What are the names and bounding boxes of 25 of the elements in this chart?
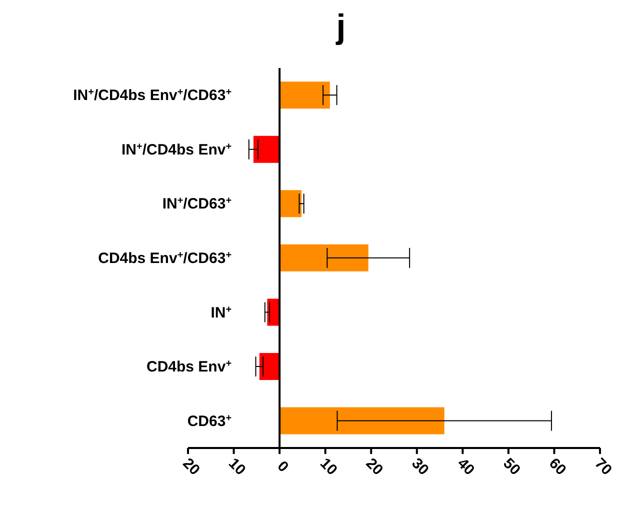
x-tick-label: 0 <box>274 458 292 476</box>
y-tick-label: IN$^{+}$ <box>210 304 232 322</box>
bar <box>280 407 444 434</box>
y-tick-label: CD63$^{+}$ <box>187 412 232 430</box>
chart-title: j <box>334 8 347 48</box>
x-tick-label: 20 <box>362 454 386 479</box>
bar <box>280 244 368 272</box>
x-tick-label: 60 <box>545 454 570 479</box>
bar <box>267 298 280 326</box>
bar <box>259 353 280 380</box>
y-tick-label: CD4bs Env$^{+}$/CD63$^{+}$ <box>98 250 232 267</box>
y-tick-label: CD4bs Env$^{+}$ <box>146 358 232 376</box>
x-tick-label: 20 <box>179 454 204 479</box>
y-tick-label: IN$^{+}$/CD4bs Env$^{+}$/CD63$^{+}$ <box>73 86 232 104</box>
bar <box>280 190 302 218</box>
x-tick-label: 50 <box>500 454 524 479</box>
bar <box>253 136 280 163</box>
y-tick-label: IN$^{+}$/CD63$^{+}$ <box>162 195 232 213</box>
x-tick-label: 10 <box>316 454 340 479</box>
x-tick-label: 70 <box>591 454 616 479</box>
y-tick-label: IN$^{+}$/CD4bs Env$^{+}$ <box>122 140 232 158</box>
x-tick-label: 10 <box>225 454 249 479</box>
x-tick-label: 40 <box>454 454 478 479</box>
x-tick-label: 30 <box>408 454 432 479</box>
bar <box>280 82 330 109</box>
